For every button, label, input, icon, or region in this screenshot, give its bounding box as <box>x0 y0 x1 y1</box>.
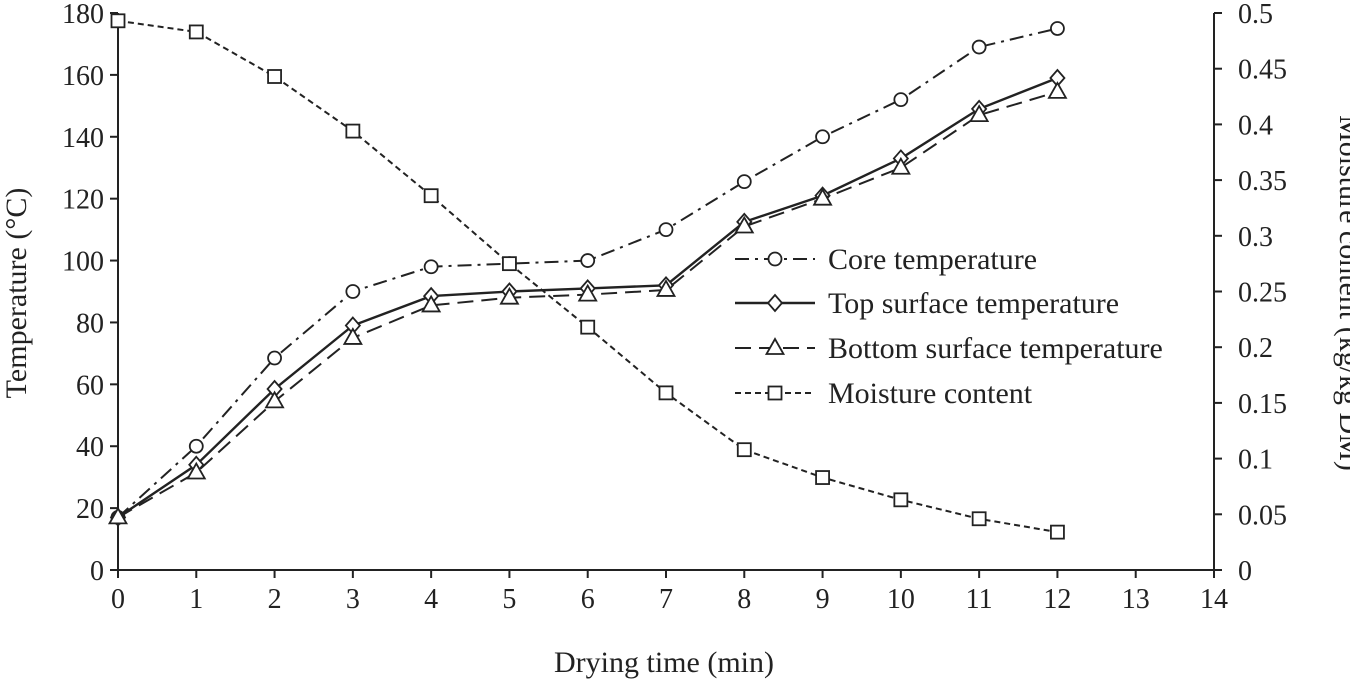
y-tick-label: 100 <box>62 247 104 278</box>
legend-label: Core temperature <box>828 243 1037 276</box>
x-tick-label: 6 <box>581 584 595 615</box>
x-tick-label: 8 <box>737 584 751 615</box>
legend-item: Top surface temperature <box>735 287 1119 320</box>
series-moisture-content <box>110 13 1065 540</box>
x-tick-label: 2 <box>268 584 282 615</box>
y2-tick-label: 0.2 <box>1238 333 1273 364</box>
x-tick-label: 1 <box>189 584 203 615</box>
x-axis-title: Drying time (min) <box>554 646 774 679</box>
data-point-moisture-content <box>188 24 204 40</box>
y2-tick-label: 0.05 <box>1238 500 1287 531</box>
y-tick-label: 180 <box>62 0 104 30</box>
data-point-core-temperature <box>423 259 439 275</box>
legend-swatch-marker <box>767 251 783 267</box>
x-tick-label: 5 <box>502 584 516 615</box>
data-point-moisture-content <box>110 13 126 29</box>
data-point-bottom-surface-temperature <box>890 156 911 175</box>
series-bottom-surface-temperature <box>107 81 1068 525</box>
x-tick-label: 10 <box>887 584 915 615</box>
data-point-core-temperature <box>267 350 282 366</box>
data-point-core-temperature <box>1050 21 1065 36</box>
data-point-bottom-surface-temperature <box>734 215 755 234</box>
y-tick-label: 140 <box>62 123 104 154</box>
data-point-moisture-content <box>580 319 596 335</box>
y-tick-label: 120 <box>62 185 104 216</box>
y2-tick-label: 0.35 <box>1238 166 1287 197</box>
data-point-bottom-surface-temperature <box>421 294 442 313</box>
data-point-moisture-content <box>345 123 361 139</box>
x-tick-label: 7 <box>659 584 673 615</box>
y-tick-label: 0 <box>90 556 104 587</box>
data-point-bottom-surface-temperature <box>499 286 520 305</box>
data-point-bottom-surface-temperature <box>655 279 677 297</box>
y2-tick-label: 0.4 <box>1238 110 1273 141</box>
y2-tick-label: 0 <box>1238 556 1252 587</box>
data-point-core-temperature <box>971 39 987 55</box>
data-point-moisture-content <box>423 188 439 204</box>
y-tick-label: 80 <box>76 308 104 339</box>
y2-tick-label: 0.45 <box>1238 55 1287 86</box>
data-point-core-temperature <box>188 438 204 454</box>
y-tick-label: 60 <box>76 370 104 401</box>
y2-tick-label: 0.25 <box>1238 278 1287 309</box>
legend-swatch-marker <box>766 293 784 313</box>
legend-swatch-marker <box>764 337 786 355</box>
data-point-moisture-content <box>1050 524 1065 540</box>
x-tick-label: 9 <box>816 584 830 615</box>
data-point-core-temperature <box>580 253 596 268</box>
data-point-moisture-content <box>971 511 987 527</box>
data-point-core-temperature <box>893 92 909 108</box>
legend-item: Core temperature <box>735 243 1037 276</box>
data-point-moisture-content <box>502 256 517 272</box>
y2-tick-label: 0.1 <box>1238 445 1273 476</box>
data-point-core-temperature <box>658 222 674 238</box>
y2-tick-label: 0.5 <box>1238 0 1273 30</box>
data-point-bottom-surface-temperature <box>107 506 129 525</box>
y2-tick-label: 0.15 <box>1238 389 1287 420</box>
series-line-moisture-content <box>117 19 1058 534</box>
data-point-moisture-content <box>736 442 752 458</box>
x-tick-label: 14 <box>1200 584 1228 615</box>
x-tick-label: 12 <box>1043 584 1071 615</box>
y-tick-label: 40 <box>76 432 104 463</box>
data-point-core-temperature <box>345 284 361 299</box>
data-point-core-temperature <box>815 129 830 145</box>
legend: Core temperature Top surface temperature B… <box>735 243 1163 410</box>
data-point-bottom-surface-temperature <box>264 390 285 409</box>
x-tick-label: 13 <box>1122 584 1150 615</box>
legend-label: Moisture content <box>828 377 1033 410</box>
y-tick-label: 20 <box>76 494 104 525</box>
data-point-bottom-surface-temperature <box>969 104 990 123</box>
data-point-bottom-surface-temperature <box>1047 81 1068 99</box>
legend-label: Bottom surface temperature <box>828 332 1163 365</box>
series-layer <box>107 13 1068 540</box>
data-point-bottom-surface-temperature <box>186 461 207 480</box>
data-point-moisture-content <box>815 470 830 485</box>
y2-tick-label: 0.3 <box>1238 222 1273 253</box>
x-tick-label: 4 <box>424 584 438 615</box>
axes: 0 1 2 3 4 5 6 7 8 9 10 11 12 13 1402040608010012014016… <box>62 0 1287 615</box>
data-point-bottom-surface-temperature <box>577 283 598 302</box>
x-tick-label: 0 <box>111 584 125 615</box>
legend-label: Top surface temperature <box>828 287 1119 320</box>
data-point-bottom-surface-temperature <box>342 327 363 345</box>
legend-item: Moisture content <box>735 377 1033 410</box>
data-point-moisture-content <box>893 492 909 508</box>
y-axis-title: Temperature (°C) <box>0 188 33 399</box>
y2-axis-title: Moisture content (kg/kg DM) <box>1333 115 1350 471</box>
data-point-bottom-surface-temperature <box>812 187 833 206</box>
x-tick-label: 11 <box>966 584 993 615</box>
data-point-moisture-content <box>267 69 282 84</box>
x-tick-label: 3 <box>346 584 360 615</box>
legend-swatch-marker <box>767 385 783 401</box>
data-point-moisture-content <box>658 385 674 401</box>
y-tick-label: 160 <box>62 61 104 92</box>
data-point-core-temperature <box>736 174 752 190</box>
legend-item: Bottom surface temperature <box>735 332 1163 365</box>
